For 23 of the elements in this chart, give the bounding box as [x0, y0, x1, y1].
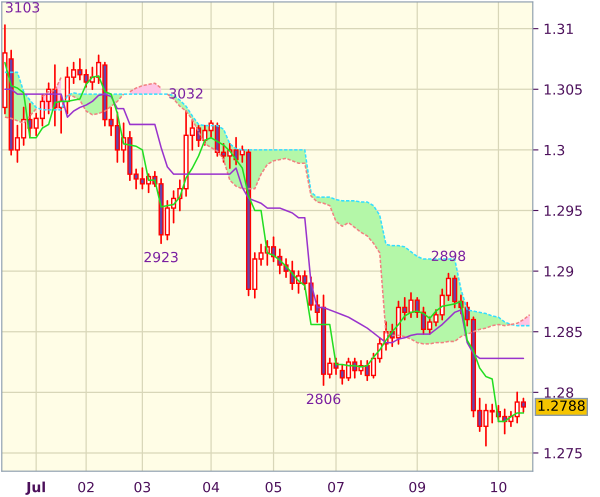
annotation: 3032 [169, 88, 202, 99]
y-tick-label: 1.31 [544, 24, 573, 34]
x-tick-label: 10 [491, 482, 506, 492]
x-tick-label: 04 [203, 482, 220, 492]
x-tick-label: Jul [25, 482, 45, 495]
x-tick-label: 05 [266, 482, 282, 492]
annotation: 2806 [306, 394, 340, 404]
y-tick-label: 1.275 [544, 448, 582, 458]
x-tick-label: 09 [409, 482, 426, 492]
annotation: 2923 [144, 252, 178, 262]
y-tick-label: 1.3 [544, 144, 564, 156]
y-tick-label: 1.285 [544, 326, 582, 338]
x-tick-label: 03 [134, 482, 150, 492]
x-tick-label: 07 [328, 482, 344, 492]
annotation: 3103 [6, 2, 40, 13]
y-tick-label: 1.28 [544, 387, 574, 398]
annotation: 2898 [432, 250, 466, 262]
y-tick-label: 1.29 [544, 266, 574, 277]
x-tick-label: 02 [78, 482, 94, 492]
y-tick-label: 1.305 [544, 84, 582, 95]
text: 1.2788 [538, 400, 585, 411]
line-series [4, 62, 524, 422]
y-tick-label: 1.295 [544, 205, 582, 216]
